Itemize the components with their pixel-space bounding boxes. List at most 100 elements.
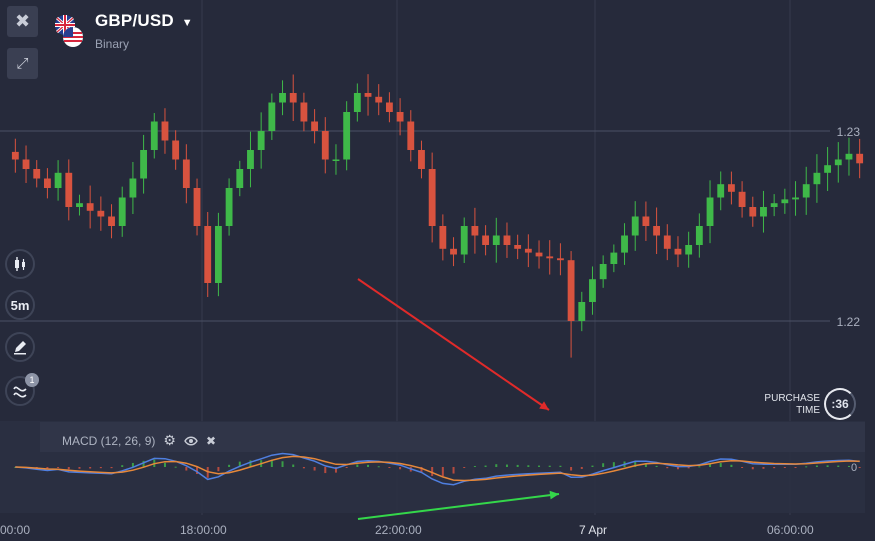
candle-up [824,165,832,173]
candle-up [268,102,276,131]
macd-histogram-bar [217,467,220,472]
candle-down [321,131,329,160]
macd-histogram-bar [399,467,402,470]
candle-up [621,235,628,253]
bearish-divergence-arrow [357,278,550,411]
macd-histogram-bar [110,467,113,469]
macd-histogram-bar [794,467,797,468]
candle-down [364,93,372,97]
macd-histogram-bar [249,460,252,467]
time-axis-label: 7 Apr [579,523,608,537]
collapse-arrows-icon: ⤢ [16,55,29,72]
macd-histogram-bar [463,467,466,469]
macd-histogram-bar [837,465,840,467]
candle-up [150,121,158,150]
candle-down [289,93,297,103]
candle-down [428,169,436,226]
candle-down [407,121,415,150]
candle-up [770,203,778,207]
macd-histogram-bar [644,463,647,467]
macd-histogram-bar [452,467,455,474]
macd-histogram-bar [580,467,583,469]
macd-histogram-bar [57,467,60,468]
asset-pair-label: GBP/USD [95,11,174,30]
macd-histogram-bar [46,467,49,470]
macd-histogram-bar [516,464,519,467]
candle-up [589,279,596,302]
candle-down [311,121,319,131]
candle-down [396,112,404,122]
bullish-divergence-arrow [357,493,560,520]
macd-histogram-bar [676,467,679,470]
macd-histogram-bar [741,467,744,468]
caret-down-icon[interactable]: ▼ [181,17,193,29]
candle-down [11,151,19,160]
macd-histogram-bar [313,467,316,471]
candle-down [172,140,180,160]
bearish-divergence-arrow-head [539,401,549,410]
candle-up [54,172,62,188]
macd-histogram-bar [762,467,765,469]
eye-icon[interactable] [184,436,198,446]
candle-down [856,153,864,164]
gear-icon[interactable]: ⚙ [163,432,176,448]
macd-histogram-bar [388,467,391,468]
candle-up [353,93,361,112]
candle-down [727,184,735,192]
macd-histogram-bar [805,466,808,468]
chart-type-button[interactable] [5,249,35,279]
close-chart-button[interactable]: ✖ [7,6,38,37]
candle-down [439,226,447,249]
time-axis-label: 00:00 [0,523,31,537]
macd-histogram-bar [356,464,359,467]
candle-down [193,188,201,226]
candle-down [556,258,564,261]
macd-histogram-bar [281,461,284,467]
close-icon[interactable]: ✖ [205,433,216,448]
candle-up [118,197,126,226]
macd-histogram-bar [99,467,102,469]
macd-header-strip [40,422,865,452]
candle-up [813,172,821,185]
candle-down [161,121,169,141]
candle-down [738,191,746,207]
purchase-countdown: :36 [824,388,856,420]
bullish-divergence-arrow-head [549,490,559,500]
candle-up [236,169,244,188]
macd-histogram-bar [142,460,145,467]
candlestick-icon [15,257,25,271]
drawing-tools-button[interactable] [5,332,35,362]
timeframe-button[interactable]: 5m [5,290,35,320]
macd-histogram-bar [751,467,754,470]
macd-histogram-bar [345,467,348,468]
candle-up [279,93,286,103]
candle-up [706,197,714,226]
macd-histogram-bar [431,467,434,476]
candle-down [300,102,308,122]
collapse-button[interactable]: ⤢ [7,48,38,79]
macd-zero-label: 0 [851,462,858,474]
candle-up [631,216,639,236]
macd-histogram-bar [730,464,733,467]
candle-up [802,184,810,198]
close-icon: ✖ [14,11,31,31]
macd-histogram-bar [826,465,829,467]
macd-histogram-bar [655,465,658,467]
candle-up [834,159,842,166]
candle-up [695,226,703,245]
macd-histogram-bar [292,464,295,467]
candle-up [578,302,586,321]
candle-down [503,235,511,245]
macd-histogram-bar [174,466,177,468]
macd-histogram-bar [334,467,337,473]
candle-down [450,248,457,255]
macd-histogram-bar [847,465,850,467]
asset-flag[interactable] [52,14,86,48]
macd-histogram-bar [228,464,231,467]
asset-pair-title[interactable]: GBP/USD ▼ [95,11,193,31]
candle-down [97,210,105,217]
macd-histogram-bar [602,463,605,467]
time-axis-label: 18:00:00 [180,523,227,537]
candle-down [65,172,73,207]
